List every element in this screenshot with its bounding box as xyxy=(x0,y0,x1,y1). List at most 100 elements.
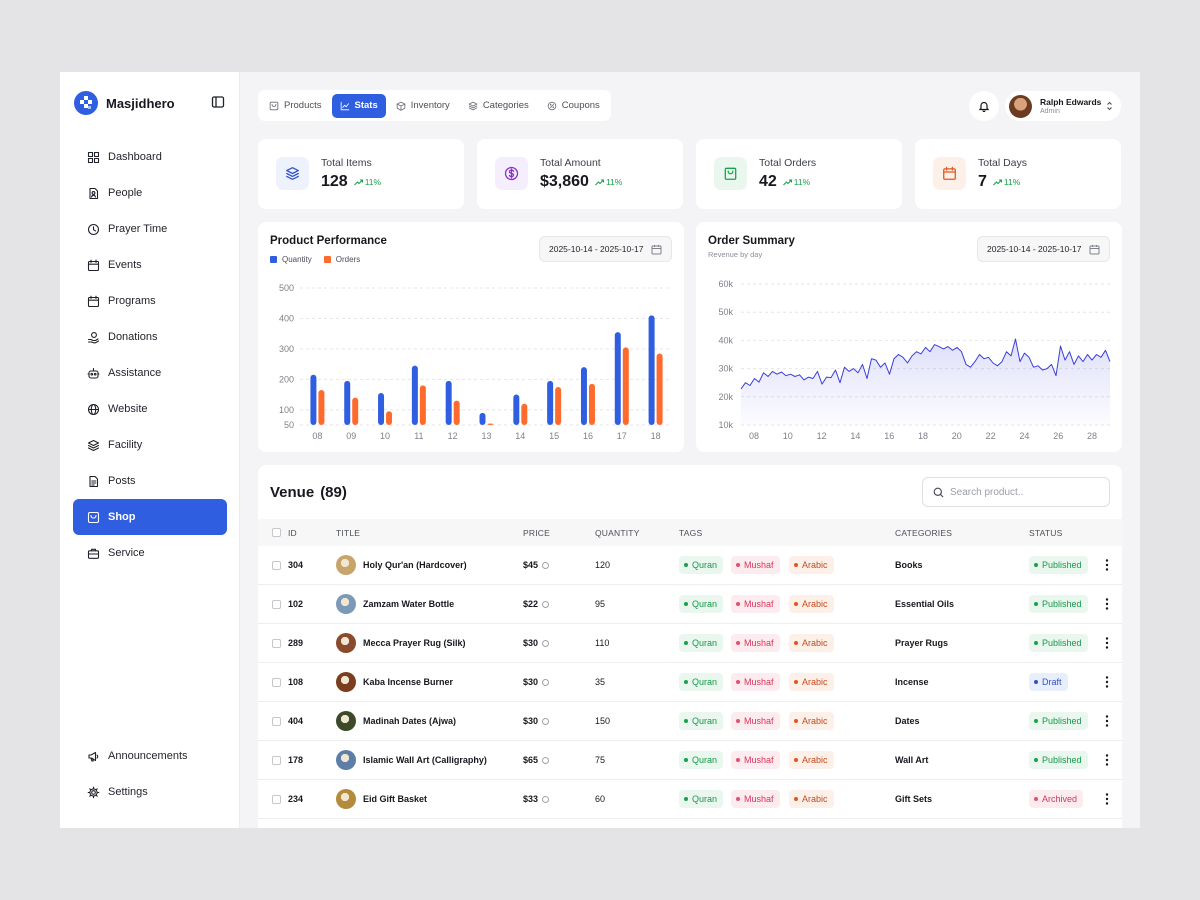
select-all-checkbox[interactable] xyxy=(272,528,281,537)
row-title[interactable]: Zamzam Water Bottle xyxy=(363,599,455,609)
table-row[interactable]: 102 Zamzam Water Bottle $22 95 Quran Mush… xyxy=(258,585,1122,624)
sidebar-item-prayer-time[interactable]: Prayer Time xyxy=(73,211,227,247)
tag-quran: Quran xyxy=(679,634,724,652)
sidebar-item-facility[interactable]: Facility xyxy=(73,427,227,463)
more-options-icon[interactable] xyxy=(1104,597,1110,611)
bar-quantity xyxy=(378,393,385,425)
row-id: 234 xyxy=(288,794,304,804)
sidebar-item-shop[interactable]: Shop xyxy=(73,499,227,535)
table-row[interactable]: 178 Islamic Wall Art (Calligraphy) $65 7… xyxy=(258,741,1122,780)
notifications-button[interactable] xyxy=(969,91,999,121)
row-title[interactable]: Holy Qur'an (Hardcover) xyxy=(363,560,467,570)
user-menu[interactable]: Ralph Edwards Admin xyxy=(1005,91,1121,121)
table-row[interactable]: 404 Madinah Dates (Ajwa) $30 150 Quran Mu… xyxy=(258,702,1122,741)
sidebar-nav: Dashboard People Prayer Time Events Programs… xyxy=(73,139,227,571)
sidebar-item-label: Facility xyxy=(108,439,143,451)
sidebar-item-donations[interactable]: Donations xyxy=(73,319,227,355)
y-tick-label: 50k xyxy=(718,307,733,317)
tab-stats[interactable]: Stats xyxy=(331,93,386,118)
app-window: Masjidhero Dashboard People Prayer Time Eve… xyxy=(60,72,1140,828)
calendar-icon xyxy=(87,295,100,307)
x-tick-label: 15 xyxy=(549,431,559,441)
avatar xyxy=(1009,94,1032,118)
bag-icon xyxy=(724,167,737,180)
row-quantity: 95 xyxy=(595,599,606,609)
sidebar-item-assistance[interactable]: Assistance xyxy=(73,355,227,391)
tag-quran: Quran xyxy=(679,673,724,691)
product-thumbnail xyxy=(336,672,356,692)
more-options-icon[interactable] xyxy=(1104,792,1110,806)
row-checkbox[interactable] xyxy=(272,639,281,648)
column-header-quantity[interactable]: QUANTITY xyxy=(595,528,640,538)
sidebar-item-service[interactable]: Service xyxy=(73,535,227,571)
tab-coupons[interactable]: Coupons xyxy=(539,94,608,118)
bar-quantity xyxy=(445,380,452,425)
more-options-icon[interactable] xyxy=(1104,714,1110,728)
search-input[interactable] xyxy=(950,486,1100,498)
row-id: 108 xyxy=(288,677,304,687)
sidebar-item-posts[interactable]: Posts xyxy=(73,463,227,499)
shop-icon xyxy=(269,101,279,110)
product-thumbnail xyxy=(336,711,356,731)
sidebar-item-dashboard[interactable]: Dashboard xyxy=(73,139,227,175)
more-options-icon[interactable] xyxy=(1104,675,1110,689)
calendar-icon xyxy=(651,245,662,255)
table-row[interactable]: 108 Kaba Incense Burner $30 35 Quran Mush… xyxy=(258,663,1122,702)
x-tick-label: 16 xyxy=(884,431,894,441)
row-checkbox[interactable] xyxy=(272,561,281,570)
sidebar-item-label: Dashboard xyxy=(108,151,162,163)
column-header-id[interactable]: ID xyxy=(288,528,297,538)
more-options-icon[interactable] xyxy=(1104,558,1110,572)
sidebar-toggle-icon[interactable] xyxy=(211,95,225,109)
row-title[interactable]: Madinah Dates (Ajwa) xyxy=(363,716,457,726)
row-checkbox[interactable] xyxy=(272,600,281,609)
sidebar-item-people[interactable]: People xyxy=(73,175,227,211)
status-badge: Published xyxy=(1029,556,1088,574)
row-title[interactable]: Islamic Wall Art (Calligraphy) xyxy=(363,755,487,765)
bar-orders xyxy=(521,403,528,425)
sidebar-item-label: Posts xyxy=(108,475,136,487)
date-range-picker[interactable]: 2025-10-14 - 2025-10-17 xyxy=(977,236,1110,262)
bar-orders xyxy=(386,411,393,425)
table-row[interactable]: 289 Mecca Prayer Rug (Silk) $30 110 Qura… xyxy=(258,624,1122,663)
table-row[interactable]: 304 Holy Qur'an (Hardcover) $45 120 Qura… xyxy=(258,546,1122,585)
row-checkbox[interactable] xyxy=(272,678,281,687)
y-tick-label: 300 xyxy=(279,344,294,354)
tab-products[interactable]: Products xyxy=(261,94,330,118)
tab-categories[interactable]: Categories xyxy=(460,94,537,118)
tag-arabic: Arabic xyxy=(789,673,834,691)
bar-quantity xyxy=(614,332,621,425)
product-thumbnail xyxy=(336,555,356,575)
column-header-price[interactable]: PRICE xyxy=(523,528,550,538)
row-price: $65 xyxy=(523,755,550,765)
stat-label: Total Amount xyxy=(540,157,601,169)
sidebar-item-announcements[interactable]: Announcements xyxy=(73,738,227,774)
table-row[interactable]: 234 Eid Gift Basket $33 60 Quran Mushaf Ar… xyxy=(258,780,1122,819)
row-checkbox[interactable] xyxy=(272,717,281,726)
column-header-title[interactable]: TITLE xyxy=(336,528,361,538)
layers-icon xyxy=(286,167,299,180)
search-box xyxy=(922,477,1110,507)
row-title[interactable]: Eid Gift Basket xyxy=(363,794,428,804)
column-header-status[interactable]: STATUS xyxy=(1029,528,1063,538)
stat-trend: 11% xyxy=(993,177,1020,187)
column-header-tags[interactable]: TAGS xyxy=(679,528,703,538)
trend-up-icon xyxy=(595,178,604,185)
brand[interactable]: Masjidhero xyxy=(74,91,175,115)
column-header-categories[interactable]: CATEGORIES xyxy=(895,528,953,538)
date-range-picker[interactable]: 2025-10-14 - 2025-10-17 xyxy=(539,236,672,262)
row-title[interactable]: Mecca Prayer Rug (Silk) xyxy=(363,638,466,648)
row-id: 178 xyxy=(288,755,304,765)
more-options-icon[interactable] xyxy=(1104,753,1110,767)
tab-inventory[interactable]: Inventory xyxy=(388,94,458,118)
sidebar-item-events[interactable]: Events xyxy=(73,247,227,283)
row-checkbox[interactable] xyxy=(272,756,281,765)
row-title[interactable]: Kaba Incense Burner xyxy=(363,677,454,687)
sidebar-item-settings[interactable]: Settings xyxy=(73,774,227,810)
more-options-icon[interactable] xyxy=(1104,636,1110,650)
row-category: Essential Oils xyxy=(895,599,955,609)
sidebar-item-programs[interactable]: Programs xyxy=(73,283,227,319)
sidebar-item-website[interactable]: Website xyxy=(73,391,227,427)
y-tick-label: 40k xyxy=(718,335,733,345)
row-checkbox[interactable] xyxy=(272,795,281,804)
